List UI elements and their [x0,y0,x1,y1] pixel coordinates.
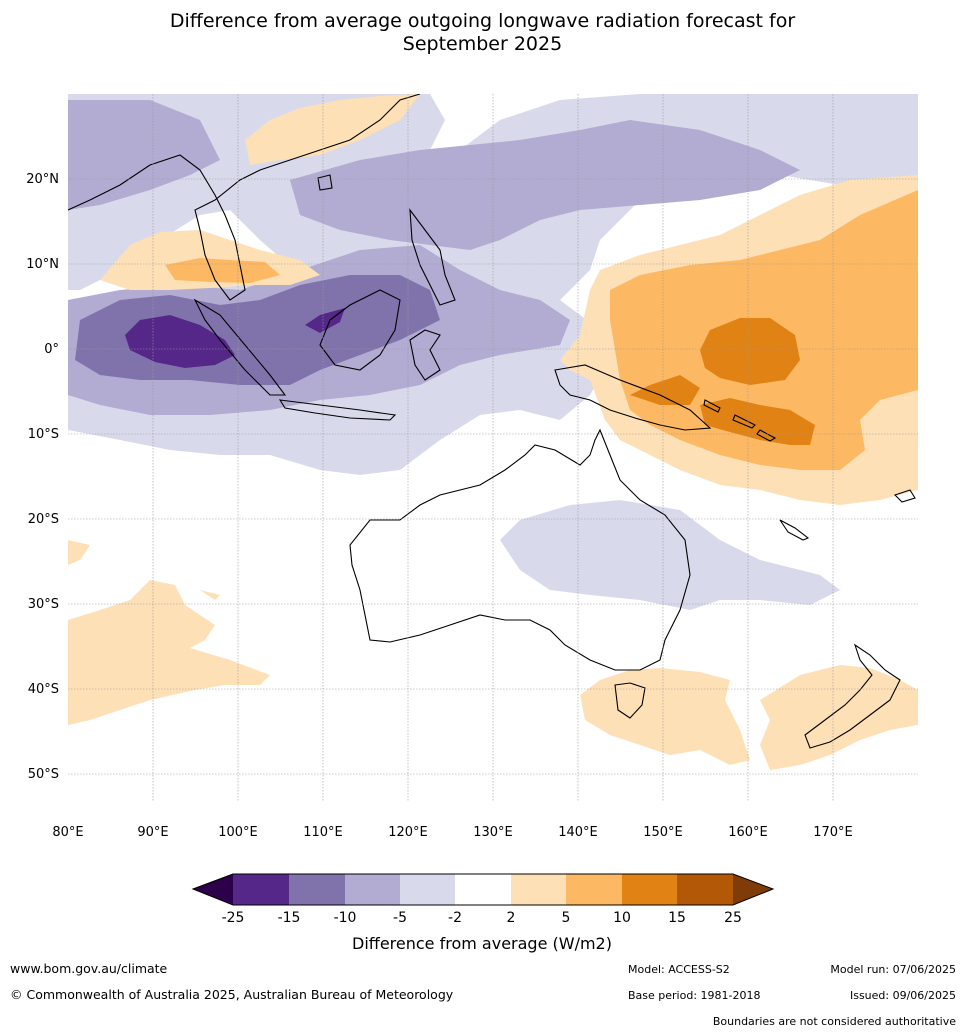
colorbar-segment [677,874,733,905]
title-line-2: September 2025 [402,33,563,55]
colorbar-label: Difference from average (W/m2) [352,934,612,953]
lon-label: 140°E [558,825,598,840]
colorbar-ticks: -25 -15 -10 -5 -2 2 5 10 15 25 [222,910,742,926]
solomon-islands-outline [703,399,777,442]
lon-label: 130°E [473,825,513,840]
lon-label: 90°E [137,825,168,840]
footer-base-period: Base period: 1981-2018 [628,989,760,1002]
title-line-1: Difference from average outgoing longwav… [169,10,796,32]
colorbar-tick: -5 [393,910,407,926]
borneo-outline [319,289,401,371]
colorbar-segment [622,874,677,905]
java-outline [278,399,397,421]
colorbar-tick: -10 [334,910,357,926]
australia-outline [349,428,691,671]
anomaly-deepest-purple-east [305,308,345,333]
colorbar-tick: 15 [668,910,686,926]
colorbar-segment [566,874,622,905]
anomaly-light-orange-indian [68,540,270,725]
fiji-outline [893,489,916,503]
lon-label: 110°E [303,825,343,840]
anomaly-medium-purple-north [68,100,220,210]
anomaly-dark-orange-png [630,375,815,445]
coastlines [68,94,916,749]
colorbar-tick: -15 [278,910,301,926]
anomaly-dark-orange-center [700,318,800,385]
lon-label: 160°E [728,825,768,840]
anomaly-deepest-purple-west [125,315,235,368]
lat-label: 50°S [28,767,59,782]
new-zealand-outline [804,643,901,749]
map-title: Difference from average outgoing longwav… [0,10,965,56]
colorbar-segment [233,874,289,905]
colorbar-segment [400,874,455,905]
footer-copyright: © Commonwealth of Australia 2025, Austra… [10,987,454,1002]
new-caledonia-outline [779,519,810,541]
colorbar-extend-low [193,874,233,905]
colorbar-segment [289,874,345,905]
footer-model: Model: ACCESS-S2 [628,963,730,976]
anomaly-light-orange-tasman [580,668,750,765]
lat-label: 10°N [26,257,59,272]
lat-label: 20°N [26,172,59,187]
anomaly-light-purple-australia [500,500,840,610]
colorbar-segment [511,874,566,905]
colorbar-tick: 2 [507,910,516,926]
footer-url: www.bom.gov.au/climate [10,961,168,976]
colorbar-segment [455,874,511,905]
footer-disclaimer: Boundaries are not considered authoritat… [713,1015,956,1028]
gridlines [68,94,918,802]
lon-label: 170°E [813,825,853,840]
lon-label: 80°E [52,825,83,840]
colorbar [191,873,775,906]
colorbar-tick: 25 [724,910,742,926]
lon-label: 150°E [643,825,683,840]
colorbar-tick: -2 [448,910,462,926]
mainland-asia-outline [68,94,421,301]
anomaly-light-purple-east [800,95,918,300]
sumatra-outline [193,298,287,396]
colorbar-segment [345,874,400,905]
lat-label: 10°S [28,427,59,442]
lat-label: 40°S [28,682,59,697]
anomaly-light-orange-nw [245,94,420,165]
anomaly-field [68,94,918,770]
new-guinea-outline [554,364,712,431]
latitude-labels: 20°N 10°N 0° 10°S 20°S 30°S 40°S 50°S [26,172,59,782]
lat-label: 0° [44,342,59,357]
tasmania-outline [614,682,646,719]
longitude-labels: 80°E 90°E 100°E 110°E 120°E 130°E 140°E … [52,825,852,840]
lat-label: 30°S [28,597,59,612]
colorbar-extend-high [733,874,773,905]
lon-label: 120°E [388,825,428,840]
footer-model-run: Model run: 07/06/2025 [830,963,956,976]
lon-label: 100°E [218,825,258,840]
colorbar-tick: 5 [562,910,571,926]
colorbar-tick: 10 [613,910,631,926]
hainan-outline [317,174,333,191]
lat-label: 20°S [28,512,59,527]
footer-issued: Issued: 09/06/2025 [850,989,956,1002]
footer: www.bom.gov.au/climate © Commonwealth of… [10,961,956,1028]
sulawesi-outline [409,329,441,381]
colorbar-tick: -25 [222,910,245,926]
anomaly-light-orange-nz [760,665,918,770]
anomaly-medium-purple-band [290,120,800,250]
philippines-outline [409,208,456,306]
